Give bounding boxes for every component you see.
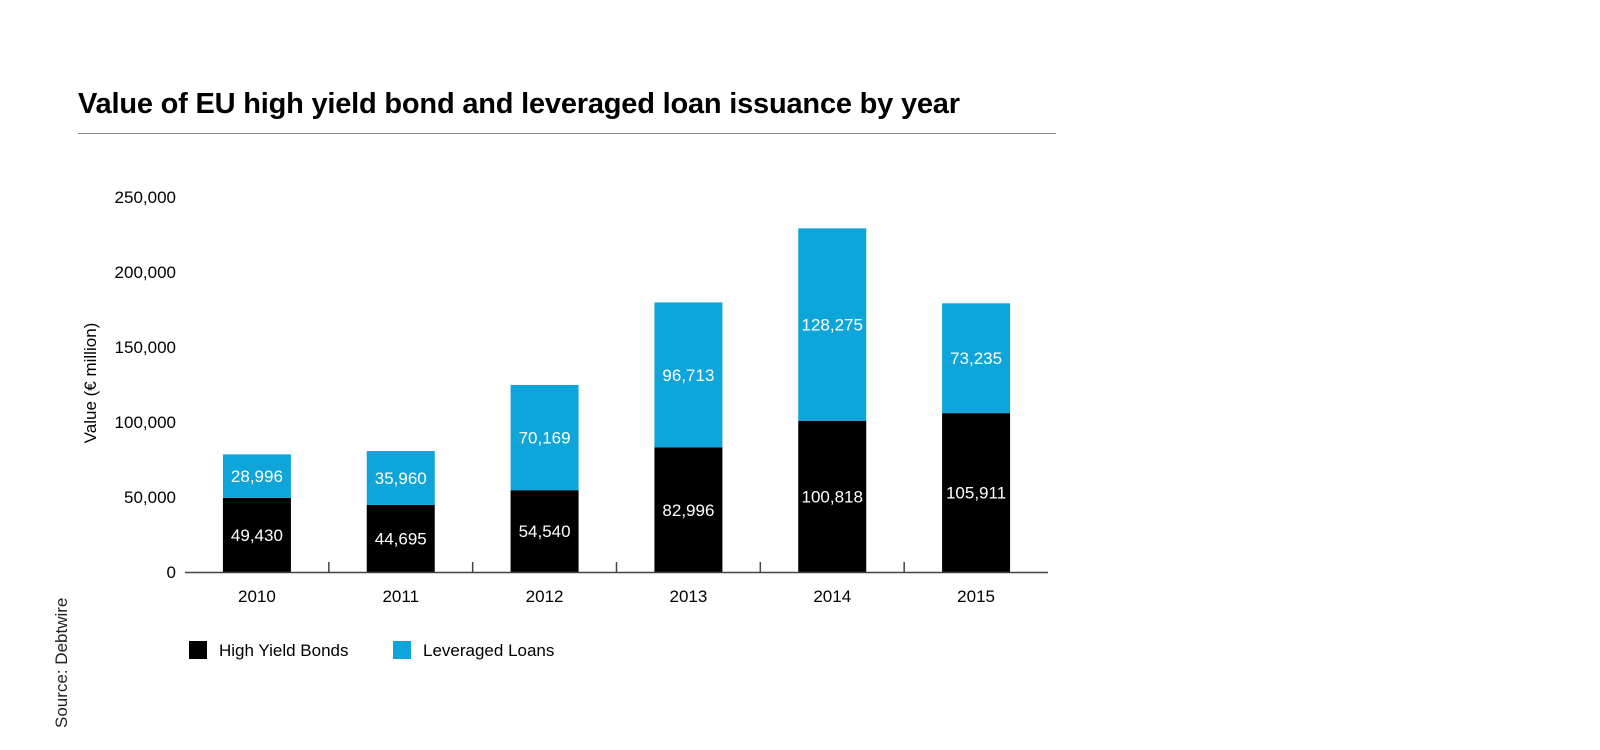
bar-value-label: 70,169 [519,429,571,448]
title-divider [78,133,1056,134]
bar-leveraged-loans [654,302,723,448]
x-axis-ticks: 2010 2011 2012 2013 2014 2015 [238,562,995,606]
bar-value-label: 96,713 [662,366,714,385]
bar-leveraged-loans [222,454,291,498]
bar-value-label: 100,818 [802,487,863,506]
y-axis-ticks: 0 50,000 100,000 150,000 200,000 250,000 [115,188,176,582]
bar-value-label: 35,960 [375,469,427,488]
source-note: Source: Debtwire [52,597,71,728]
bar-value-label: 73,235 [950,349,1002,368]
y-tick-label: 0 [167,563,176,582]
x-tick-label: 2015 [957,587,995,606]
y-tick-label: 50,000 [124,488,176,507]
y-tick-label: 250,000 [115,188,176,207]
bar-value-label: 44,695 [375,529,427,548]
x-tick-label: 2011 [382,587,419,606]
bar-high-yield-bonds [654,447,723,572]
y-axis-title: Value (€ million) [81,323,100,444]
chart-title: Value of EU high yield bond and leverage… [78,88,960,120]
bar-value-label: 82,996 [662,501,714,520]
bar-value-label: 54,540 [519,522,571,541]
bar-leveraged-loans [798,228,867,421]
bar-value-label: 128,275 [802,316,863,335]
legend-swatch-high-yield-bonds [189,641,207,659]
bar-high-yield-bonds [510,490,579,572]
y-tick-label: 100,000 [115,413,176,432]
x-tick-label: 2014 [813,587,851,606]
bar-high-yield-bonds [942,413,1011,572]
x-tick-label: 2010 [238,587,276,606]
bar-high-yield-bonds [222,497,291,572]
y-tick-label: 200,000 [115,263,176,282]
bar-high-yield-bonds [798,420,867,572]
bar-leveraged-loans [510,384,579,491]
bar-value-label: 49,430 [231,526,283,545]
legend-label: High Yield Bonds [219,641,348,660]
bar-value-label: 28,996 [231,467,283,486]
bar-leveraged-loans [942,303,1011,414]
bars: 49,430 28,996 44,695 35,960 54,540 70,169 82,9… [222,228,1011,572]
bar-value-label: 105,911 [946,484,1006,503]
legend-label: Leveraged Loans [423,641,554,660]
y-tick-label: 150,000 [115,338,176,357]
x-tick-label: 2012 [526,587,564,606]
bar-high-yield-bonds [366,504,435,572]
x-tick-label: 2013 [670,587,708,606]
legend-swatch-leveraged-loans [393,641,411,659]
legend: High Yield Bonds Leveraged Loans [189,641,554,660]
bar-leveraged-loans [366,451,435,505]
